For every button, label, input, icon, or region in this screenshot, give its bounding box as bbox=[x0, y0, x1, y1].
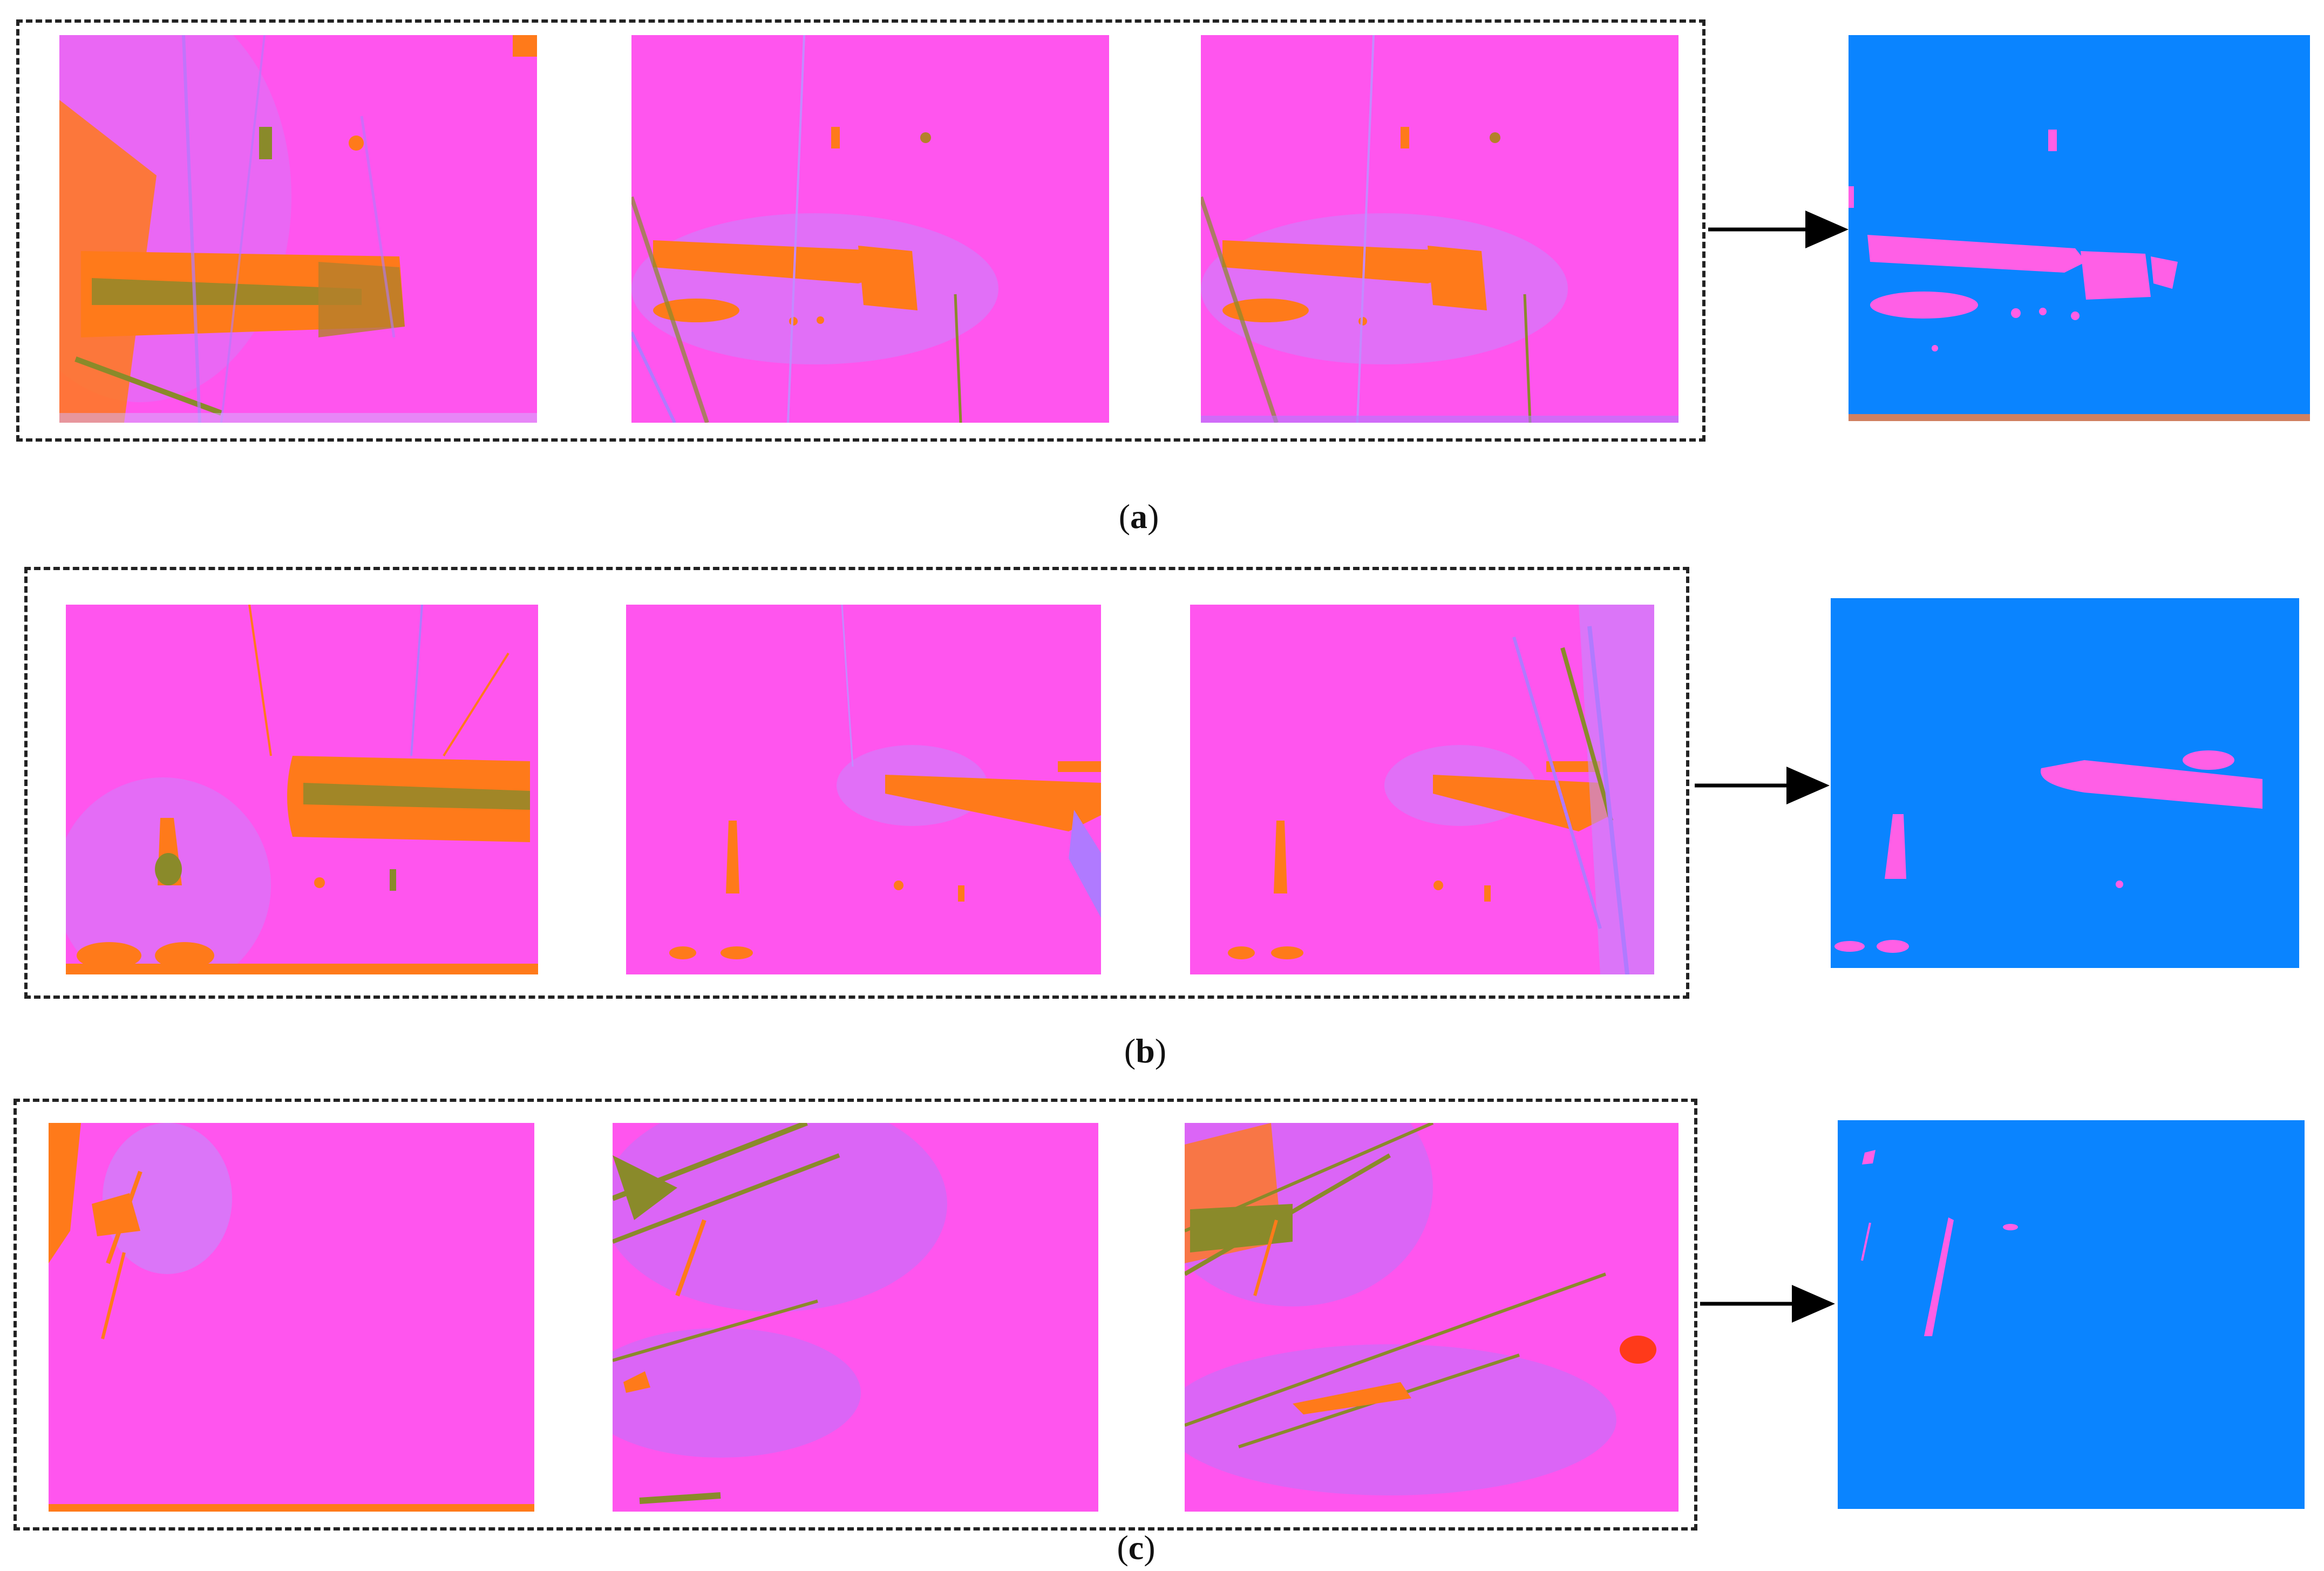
input-group-b bbox=[24, 567, 1689, 999]
frame-a-1 bbox=[59, 35, 537, 423]
caption-a: (a) bbox=[1118, 497, 1159, 536]
mask-c bbox=[1838, 1120, 2305, 1509]
frame-a-3 bbox=[1201, 35, 1679, 423]
input-group-c bbox=[13, 1099, 1697, 1531]
caption-b: (b) bbox=[1124, 1032, 1167, 1070]
frame-a-2 bbox=[631, 35, 1109, 423]
input-group-a bbox=[16, 19, 1705, 442]
frame-b-3 bbox=[1190, 605, 1654, 974]
mask-b bbox=[1831, 598, 2299, 968]
arrow-b bbox=[1695, 767, 1830, 804]
frame-c-1 bbox=[49, 1123, 534, 1512]
arrow-c bbox=[1700, 1285, 1835, 1323]
frame-c-2 bbox=[613, 1123, 1098, 1512]
mask-a bbox=[1849, 35, 2310, 421]
caption-c: (c) bbox=[1117, 1528, 1156, 1567]
frame-b-2 bbox=[626, 605, 1101, 974]
frame-c-3 bbox=[1185, 1123, 1679, 1512]
frame-b-1 bbox=[66, 605, 538, 974]
arrow-a bbox=[1708, 211, 1849, 248]
